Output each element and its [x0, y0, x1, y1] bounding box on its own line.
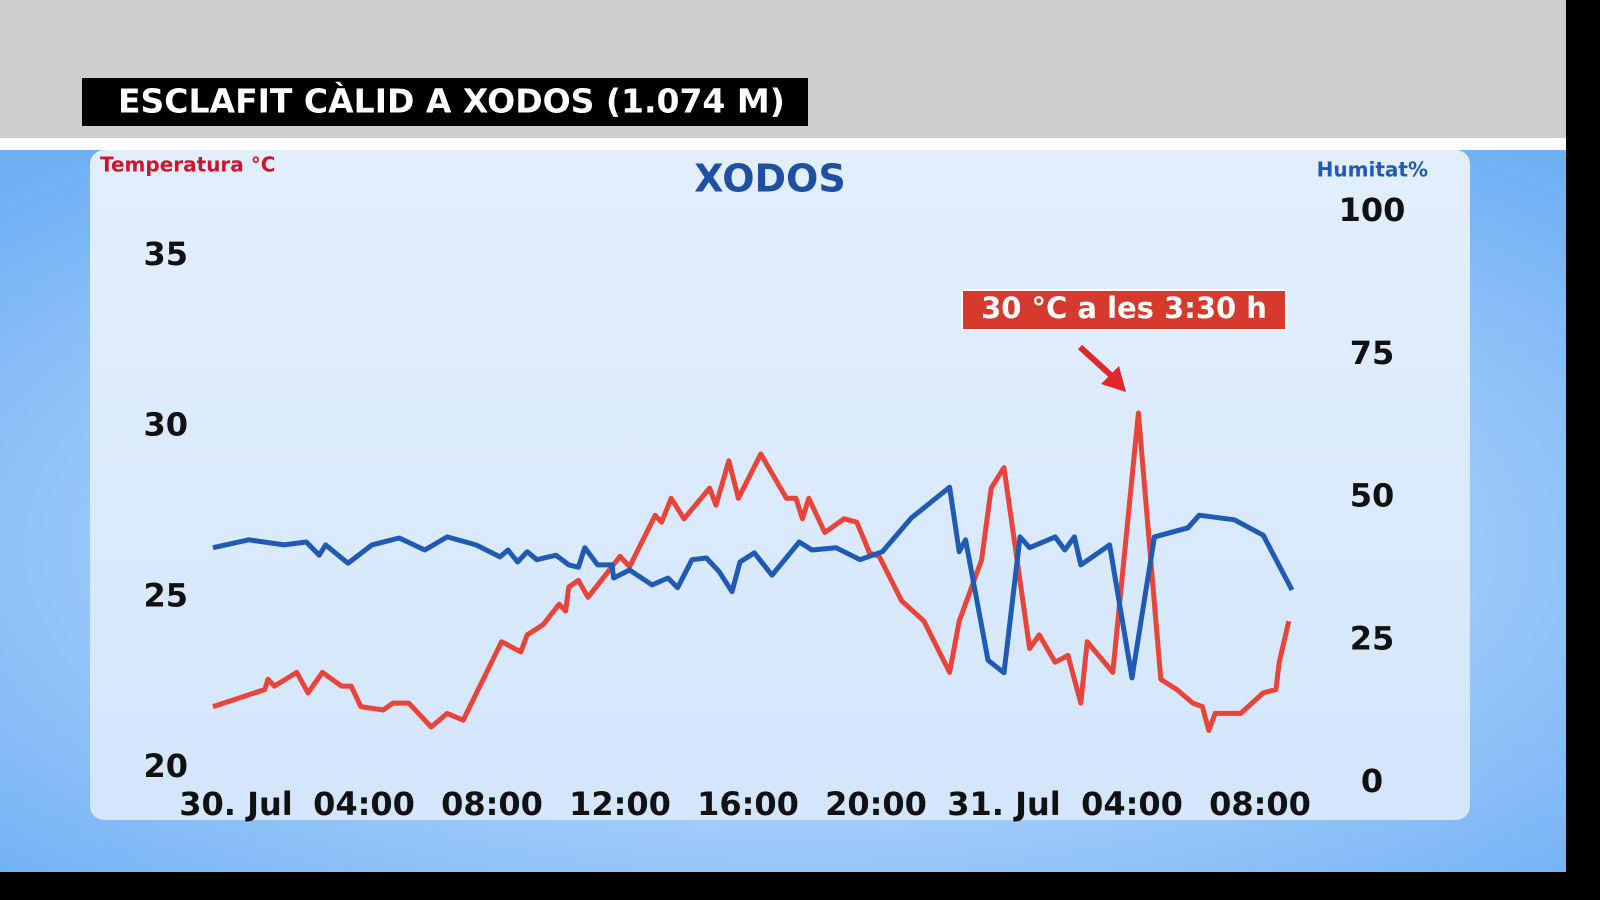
annotation-arrowhead — [1101, 366, 1126, 392]
x-tick-label: 08:00 — [441, 785, 543, 823]
x-tick-label: 08:00 — [1209, 785, 1311, 823]
x-tick-label: 20:00 — [825, 785, 927, 823]
y2-tick-label: 100 — [1339, 191, 1406, 229]
title-bar — [82, 78, 808, 126]
y2-axis-label: Humitat% — [1317, 158, 1428, 182]
bottom-bar — [0, 872, 1600, 900]
right-bar — [1566, 0, 1600, 900]
y-tick-label: 25 — [143, 576, 188, 614]
y2-tick-label: 25 — [1350, 619, 1395, 657]
divider — [0, 138, 1600, 150]
annotation-box — [961, 289, 1287, 331]
y-tick-label: 35 — [143, 235, 188, 273]
y-tick-label: 20 — [143, 747, 188, 785]
y2-tick-label: 50 — [1350, 477, 1395, 515]
y-tick-label: 30 — [143, 406, 188, 444]
x-tick-label: 04:00 — [313, 785, 415, 823]
y-axis-label: Temperatura °C — [100, 153, 275, 177]
annotation-arrow — [1077, 344, 1117, 381]
y2-tick-label: 0 — [1361, 762, 1383, 800]
y2-tick-label: 75 — [1350, 334, 1395, 372]
banner-title: ESCLAFIT CÀLID A XODOS (1.074 M) — [118, 81, 785, 121]
series-line — [212, 410, 1292, 733]
x-tick-label: 31. Jul — [947, 785, 1060, 823]
chart-title: XODOS — [694, 157, 845, 201]
x-tick-label: 30. Jul — [179, 785, 292, 823]
x-tick-label: 16:00 — [697, 785, 799, 823]
x-tick-label: 04:00 — [1081, 785, 1183, 823]
annotation: 30 °C a les 3:30 h — [981, 291, 1267, 325]
x-tick-label: 12:00 — [569, 785, 671, 823]
series-line — [212, 484, 1295, 681]
